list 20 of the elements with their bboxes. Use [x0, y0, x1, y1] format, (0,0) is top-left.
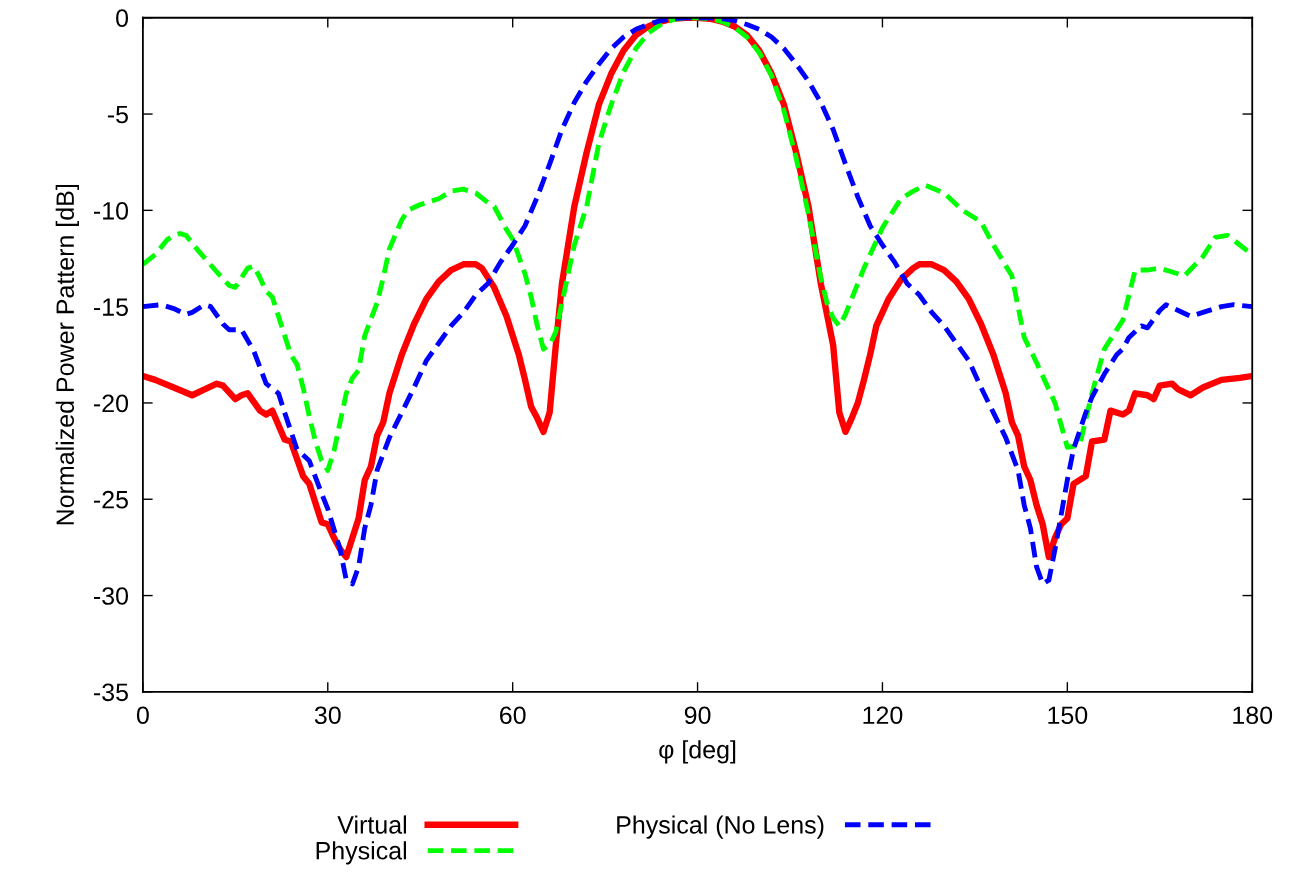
y-tick-label: -30	[93, 587, 129, 605]
x-tick-label: 0	[136, 706, 149, 725]
y-axis-title: Normalized Power Pattern [dB]	[55, 184, 79, 525]
y-tick-label: -10	[93, 201, 129, 220]
legend-label: Physical (No Lens)	[617, 815, 824, 839]
y-tick-label: -15	[93, 298, 128, 316]
x-tick-label: 30	[314, 706, 341, 725]
x-tick-label: 120	[863, 706, 903, 725]
legend-label: Virtual	[337, 815, 406, 834]
y-tick-label: -5	[107, 105, 128, 124]
x-tick-label: 90	[684, 706, 711, 725]
x-tick-label: 180	[1233, 706, 1273, 725]
y-tick-label: -35	[93, 683, 128, 702]
y-tick-label: -20	[93, 394, 129, 413]
legend-label: Physical	[316, 841, 406, 865]
x-axis-title: φ [deg]	[659, 740, 736, 764]
x-tick-label: 60	[500, 706, 526, 725]
y-tick-label: 0	[116, 9, 129, 28]
y-tick-label: -25	[93, 490, 128, 509]
x-tick-label: 150	[1048, 706, 1088, 725]
